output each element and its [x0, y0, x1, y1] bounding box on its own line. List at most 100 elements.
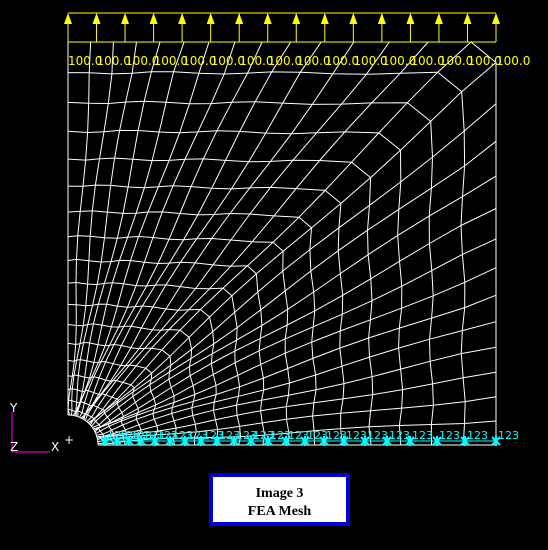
- load-label: 100.0: [268, 54, 302, 68]
- constraint-label: 123: [467, 429, 488, 442]
- mesh-line: [92, 140, 497, 429]
- mesh-line: [96, 321, 497, 438]
- constraint-label: 123: [143, 429, 164, 442]
- mesh-line: [97, 371, 497, 441]
- constraint-label: 123: [412, 429, 433, 442]
- load-label: 100.0: [125, 54, 159, 68]
- load-arrowhead: [492, 13, 500, 24]
- constraint-symbol: [263, 436, 273, 446]
- constraint-label: 123: [131, 429, 152, 442]
- load-label: 100.0: [182, 54, 216, 68]
- load-arrowhead: [292, 13, 301, 24]
- load-arrowhead: [434, 13, 443, 24]
- triad-origin: +: [64, 433, 74, 447]
- load-label: 100.0: [353, 54, 387, 68]
- loads: 100.0100.0100.0100.0100.0100.0100.0100.0…: [64, 12, 530, 68]
- load-label: 100.0: [410, 54, 444, 68]
- constraint-symbol: [382, 436, 392, 446]
- mesh-line: [89, 62, 497, 426]
- constraint-symbol: [150, 436, 160, 446]
- constraints: 1231231231231231231231231231231231231231…: [100, 429, 519, 446]
- constraint-symbol: [432, 436, 442, 446]
- load-arrowhead: [463, 13, 472, 24]
- constraint-label: 123: [367, 429, 388, 442]
- triad: Y Z X +: [9, 401, 74, 454]
- load-arrowhead: [92, 13, 101, 24]
- mesh-line: [86, 41, 390, 422]
- constraint-symbol: [491, 436, 501, 446]
- load-arrowhead: [406, 13, 415, 24]
- mesh-line: [82, 41, 292, 419]
- load-arrowhead: [206, 13, 215, 24]
- mesh-line: [70, 41, 114, 416]
- constraint-symbol: [246, 436, 256, 446]
- triad-y: Y: [9, 401, 18, 415]
- constraint-label: 123: [107, 429, 128, 442]
- mesh-line: [88, 41, 472, 425]
- load-arrowhead: [64, 13, 72, 24]
- caption: Image 3 FEA Mesh: [209, 473, 350, 526]
- load-label: 100.0: [211, 54, 245, 68]
- mesh-line: [94, 238, 497, 433]
- load-arrowhead: [349, 13, 358, 24]
- load-arrowhead: [121, 13, 130, 24]
- mesh-line: [93, 175, 497, 430]
- constraint-label: 123: [498, 429, 519, 442]
- constraint-symbol: [339, 436, 349, 446]
- constraint-symbol: [319, 436, 329, 446]
- constraint-label: 123: [389, 429, 410, 442]
- mesh-line: [94, 208, 497, 431]
- load-arrowhead: [178, 13, 187, 24]
- constraint-symbol: [300, 436, 310, 446]
- load-arrowhead: [377, 13, 386, 24]
- load-label: 100.0: [68, 54, 102, 68]
- constraint-symbol: [229, 436, 239, 446]
- constraint-symbol: [196, 436, 206, 446]
- load-label: 100.0: [154, 54, 188, 68]
- mesh-line: [67, 41, 92, 416]
- mesh-line: [96, 294, 497, 436]
- load-label: 100.0: [496, 54, 530, 68]
- load-label: 100.0: [382, 54, 416, 68]
- mesh-line: [75, 41, 185, 417]
- mesh-line: [84, 41, 355, 421]
- load-label: 100.0: [296, 54, 330, 68]
- triad-x: X: [51, 440, 59, 454]
- mesh-line: [79, 41, 236, 418]
- constraint-symbol: [212, 436, 222, 446]
- load-arrowhead: [263, 13, 272, 24]
- mesh-line: [97, 396, 497, 443]
- mesh: [67, 41, 497, 446]
- load-label: 100.0: [239, 54, 273, 68]
- mesh-line: [83, 41, 322, 420]
- constraint-symbol: [360, 436, 370, 446]
- caption-box: [209, 473, 350, 526]
- load-label: 100.0: [325, 54, 359, 68]
- caption-line1: Image 3: [256, 486, 304, 501]
- constraint-symbol: [165, 436, 175, 446]
- load-label: 100.0: [439, 54, 473, 68]
- load-label: 100.0: [97, 54, 131, 68]
- caption-line2: FEA Mesh: [248, 504, 312, 519]
- load-arrowhead: [149, 13, 158, 24]
- constraint-symbol: [112, 436, 122, 446]
- mesh-line: [87, 41, 429, 424]
- constraint-symbol: [100, 436, 110, 446]
- constraint-label: 123: [439, 429, 460, 442]
- mesh-line: [80, 41, 263, 419]
- constraint-symbol: [180, 436, 190, 446]
- constraint-symbol: [124, 436, 134, 446]
- load-label: 100.0: [467, 54, 501, 68]
- mesh-line: [72, 41, 137, 416]
- constraint-label: 123: [119, 429, 140, 442]
- load-arrowhead: [235, 13, 244, 24]
- mesh-line: [74, 41, 161, 417]
- constraint-symbol: [281, 436, 291, 446]
- constraint-symbol: [136, 436, 146, 446]
- constraint-symbol: [460, 436, 470, 446]
- mesh-line: [97, 346, 497, 439]
- mesh-line: [95, 267, 497, 434]
